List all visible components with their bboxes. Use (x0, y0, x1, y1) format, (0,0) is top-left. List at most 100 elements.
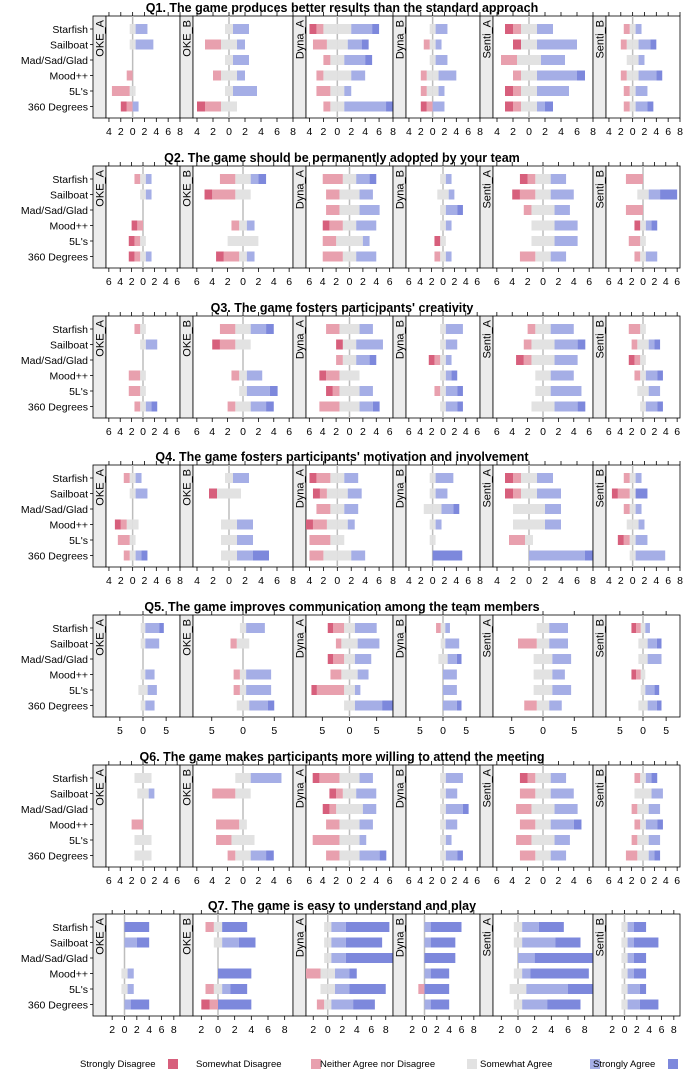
facet-label: Dyna_B (395, 619, 407, 658)
bar-segment (143, 638, 146, 649)
bar-segment (137, 788, 143, 799)
bar-segment (550, 370, 574, 381)
bar-segment (134, 401, 141, 412)
facet-label: Senti_A (482, 319, 494, 358)
tick-label: 2 (109, 1024, 115, 1036)
bar-segment (555, 937, 581, 948)
bar-segment (379, 850, 387, 861)
bar-segment (518, 984, 527, 994)
bar-segment (529, 86, 537, 96)
bar-segment (543, 700, 550, 711)
bar-segment (237, 535, 253, 545)
bar-segment (426, 101, 433, 112)
bar-segment (243, 174, 251, 184)
bar-segment (337, 519, 348, 530)
tick-label: 2 (451, 875, 457, 887)
bar-segment (339, 205, 350, 215)
bar-segment (356, 251, 377, 262)
bar-segment (647, 654, 662, 664)
bar-segment (640, 401, 643, 412)
panel-title: Q7. The game is easy to understand and p… (208, 899, 476, 913)
tick-label: 2 (242, 575, 248, 587)
bar-segment (356, 355, 370, 365)
bar-segment (349, 174, 357, 184)
tick-label: 4 (606, 575, 612, 587)
bar-segment (509, 984, 518, 994)
bar-segment (537, 473, 553, 483)
tick-label: 4 (406, 575, 412, 587)
bar-segment (440, 324, 443, 334)
bar-segment (143, 669, 146, 680)
tick-label: 8 (471, 1024, 477, 1036)
tick-label: 0 (347, 875, 353, 887)
bar-segment (323, 101, 331, 112)
tick-label: 2 (151, 426, 157, 438)
tick-label: 4 (463, 276, 469, 288)
facet-label: Senti_A (482, 19, 494, 58)
bar-segment (218, 999, 252, 1010)
bar-segment (577, 339, 586, 350)
bar-segment (225, 473, 229, 483)
bar-segment (640, 819, 643, 830)
bar-segment (651, 220, 658, 231)
bar-segment (354, 700, 383, 711)
tick-label: 5 (509, 725, 515, 737)
tick-label: 6 (674, 875, 680, 887)
bar-segment (347, 39, 362, 50)
tick-label: 0 (130, 575, 136, 587)
tick-label: 4 (417, 276, 423, 288)
tick-label: 6 (274, 126, 280, 138)
bar-segment (654, 850, 661, 861)
bar-segment (316, 473, 331, 483)
bar-segment (533, 685, 543, 695)
tick-label: 0 (334, 126, 340, 138)
bar-segment (647, 638, 657, 649)
tick-label: 2 (510, 575, 516, 587)
bar-segment (522, 922, 539, 932)
category-label: 360 Degrees (28, 402, 88, 414)
bar-segment (516, 804, 532, 814)
bar-segment (513, 101, 521, 112)
tick-label: 4 (494, 126, 500, 138)
bar-segment (420, 70, 427, 81)
bar-segment (316, 999, 325, 1010)
bar-segment (114, 519, 121, 530)
tick-label: 0 (122, 1024, 128, 1036)
category-label: Starfish (52, 324, 88, 336)
bar-segment (550, 773, 567, 783)
bar-segment (423, 504, 433, 514)
facet-label: OKE_A (95, 917, 107, 954)
bar-segment (337, 55, 345, 65)
bar-segment (435, 519, 442, 530)
tick-label: 6 (174, 426, 180, 438)
tick-label: 6 (659, 1024, 665, 1036)
bar-segment (526, 984, 568, 994)
bar-segment (235, 773, 243, 783)
bar-segment (347, 519, 355, 530)
tick-label: 6 (465, 575, 471, 587)
facet-label: Dyna_B (395, 20, 407, 59)
bar-segment (140, 251, 143, 262)
bar-segment (631, 623, 637, 633)
bar-segment (626, 70, 633, 81)
tick-label: 4 (163, 426, 169, 438)
tick-label: 4 (307, 575, 313, 587)
bar-segment (341, 669, 350, 680)
tick-label: 4 (606, 126, 612, 138)
bar-segment (513, 922, 518, 932)
bar-segment (372, 24, 380, 34)
bar-segment (359, 835, 367, 845)
bar-segment (250, 324, 267, 334)
bar-segment (140, 324, 143, 334)
facet-label: OKE_A (95, 618, 107, 655)
bar-segment (640, 236, 643, 246)
tick-label: 2 (225, 426, 231, 438)
bar-segment (632, 55, 639, 65)
facet-label: OKE_A (95, 169, 107, 206)
bar-segment (143, 174, 146, 184)
tick-label: 2 (360, 426, 366, 438)
bar-segment (634, 773, 641, 783)
bar-segment (327, 999, 332, 1010)
bar-segment (128, 251, 135, 262)
bar-segment (159, 623, 164, 633)
